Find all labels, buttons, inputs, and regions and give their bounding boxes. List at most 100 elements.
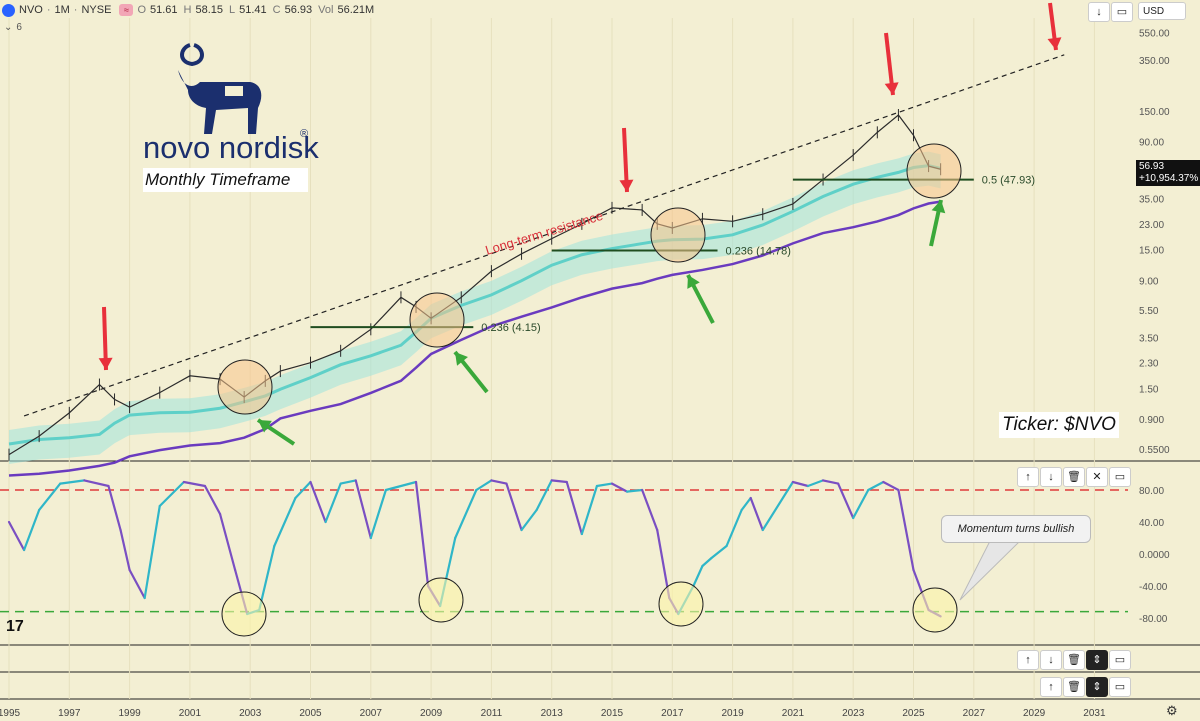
oscillator-segment	[806, 479, 825, 488]
oscillator-segment	[595, 482, 614, 488]
pane2-down-button[interactable]: ↓	[1040, 650, 1062, 670]
pane-down-button[interactable]: ↓	[1040, 467, 1062, 487]
fib-level-label: 0.5 (47.93)	[982, 175, 1035, 187]
oscillator-segment	[38, 482, 62, 512]
logo-detail	[225, 86, 243, 96]
pane2-maximize-button[interactable]: ▭	[1109, 650, 1131, 670]
arrow-head	[98, 357, 113, 370]
oscillator-segment	[119, 528, 131, 572]
osc-tick-label: -80.00	[1139, 614, 1168, 625]
oscillator-segment	[203, 484, 222, 516]
x-tick-label: 2015	[601, 708, 624, 719]
resistance-line	[23, 54, 1065, 417]
indicators-toggle[interactable]: ⌄ 6	[4, 22, 22, 33]
x-tick-label: 2027	[963, 708, 986, 719]
green-arrow-icon	[256, 418, 296, 446]
x-tick-label: 2005	[299, 708, 322, 719]
symbol-header[interactable]: NVO · 1M · NYSE ≈ O 51.61 H 58.15 L 51.41 C…	[0, 0, 378, 20]
y-tick-label: 35.00	[1139, 195, 1164, 206]
oscillator-segment	[791, 480, 810, 488]
currency-select[interactable]: USD	[1138, 2, 1186, 20]
fib-level-label: 0.236 (4.15)	[481, 322, 540, 334]
oscillator-segment	[761, 480, 795, 532]
pane-up-button[interactable]: ↑	[1017, 467, 1039, 487]
price-series	[8, 114, 941, 456]
ema-line	[8, 164, 941, 446]
oscillator-segment	[867, 480, 885, 492]
chevron-down-icon: ⌄	[4, 22, 13, 33]
close-label: C	[272, 4, 281, 16]
pane-collapse-button[interactable]: ✕	[1086, 467, 1108, 487]
pane3-up-button[interactable]: ↑	[1040, 677, 1062, 697]
brand-name: novo nordisk	[143, 130, 319, 165]
x-tick-label: 2021	[782, 708, 805, 719]
oscillator-segment	[740, 496, 752, 512]
oscillator-segment	[505, 482, 523, 532]
y-tick-label: 15.00	[1139, 246, 1164, 257]
oscillator-segment	[490, 479, 508, 485]
x-tick-label: 2011	[481, 708, 503, 719]
oscillator-circle	[418, 577, 464, 623]
y-tick-label: 90.00	[1139, 138, 1164, 149]
high-label: H	[183, 4, 192, 16]
pane3-delete-button[interactable]: 🗑	[1063, 677, 1085, 697]
pane2-expand-button[interactable]: ⇕	[1086, 650, 1108, 670]
x-tick-label: 2019	[721, 708, 744, 719]
symbol-name[interactable]: NVO	[19, 4, 43, 16]
pane3-maximize-button[interactable]: ▭	[1109, 677, 1131, 697]
green-arrow-icon	[686, 274, 715, 324]
x-tick-label: 2009	[420, 708, 443, 719]
pane2-delete-button[interactable]: 🗑	[1063, 650, 1085, 670]
market-closed-icon[interactable]: ≈	[119, 4, 134, 16]
tradingview-logo-icon[interactable]: 17	[6, 618, 24, 635]
oscillator-segment	[749, 496, 764, 532]
oscillator-segment	[641, 488, 659, 532]
oscillator-segment	[882, 480, 900, 492]
ticker-label: Ticker: $NVO	[999, 412, 1119, 438]
oscillator-segment	[897, 488, 915, 572]
gear-icon[interactable]: ⚙	[1166, 703, 1178, 718]
arrow-down-button[interactable]: ↓	[1088, 2, 1110, 22]
y-tick-label: 23.00	[1139, 220, 1164, 231]
price-change: +10,954.37%	[1139, 173, 1199, 184]
volume-value: 56.21M	[337, 4, 375, 16]
pane-maximize-button[interactable]: ▭	[1109, 467, 1131, 487]
low-label: L	[229, 4, 236, 16]
x-tick-label: 2003	[239, 708, 262, 719]
arrow-head	[455, 352, 468, 366]
x-tick-label: 2031	[1083, 708, 1106, 719]
pane3-expand-button[interactable]: ⇕	[1086, 677, 1108, 697]
open-label: O	[137, 4, 146, 16]
x-tick-label: 2001	[179, 708, 202, 719]
maximize-button[interactable]: ▭	[1111, 2, 1133, 22]
arrow-head	[258, 420, 272, 433]
indicators-count: 6	[16, 22, 22, 33]
oscillator-segment	[535, 479, 553, 512]
oscillator-segment	[273, 496, 297, 548]
oscillator-segment	[182, 480, 207, 488]
long-ma-line	[8, 200, 941, 477]
interval-label[interactable]: 1M	[54, 4, 70, 16]
novo-bull-logo-icon	[178, 43, 262, 134]
x-tick-label: 2023	[842, 708, 865, 719]
oscillator-segment	[520, 508, 538, 532]
red-arrow-icon	[1047, 2, 1062, 51]
low-value: 51.41	[239, 4, 267, 16]
y-tick-label: 550.00	[1139, 29, 1170, 40]
y-tick-label: 9.00	[1139, 276, 1159, 287]
symbol-logo-icon	[2, 3, 15, 17]
oscillator-segment	[692, 564, 704, 588]
oscillator-segment	[710, 544, 728, 560]
y-tick-label: 5.50	[1139, 306, 1159, 317]
oscillator-segment	[22, 508, 41, 552]
high-value: 58.15	[195, 4, 224, 16]
x-tick-label: 1999	[118, 708, 141, 719]
oscillator-segment	[143, 504, 161, 600]
oscillator-segment	[565, 480, 583, 536]
arrow-head	[687, 275, 700, 289]
oscillator-segment	[369, 488, 387, 540]
last-price: 56.93	[1139, 161, 1165, 172]
pane2-up-button[interactable]: ↑	[1017, 650, 1039, 670]
x-tick-label: 2013	[541, 708, 564, 719]
pane-delete-button[interactable]: 🗑	[1063, 467, 1085, 487]
